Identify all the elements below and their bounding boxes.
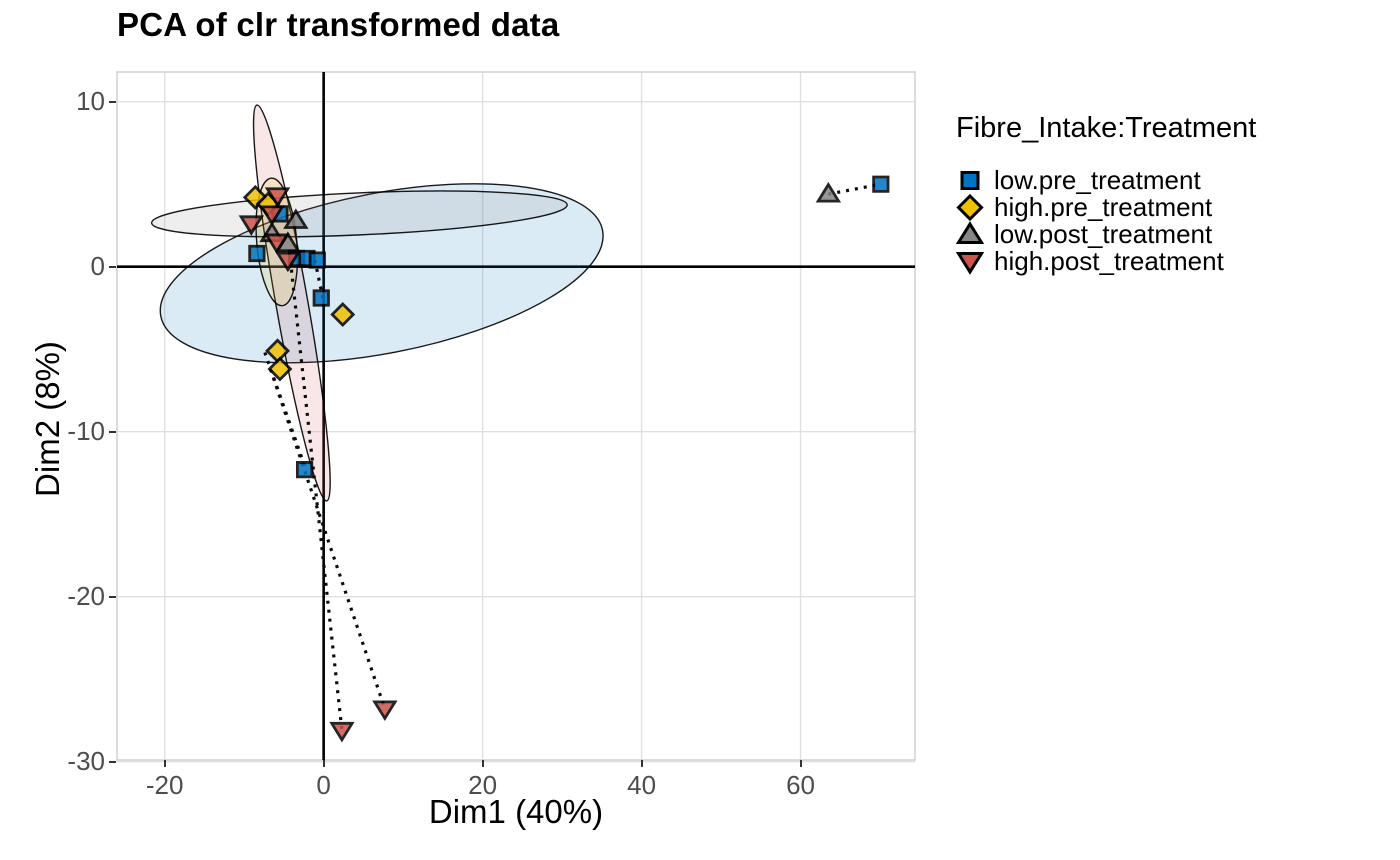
legend-item-low-pre: low.pre_treatment bbox=[956, 165, 1256, 195]
data-point-high.pre_treatment bbox=[330, 302, 356, 328]
x-tick-mark bbox=[640, 760, 643, 767]
data-point-high.post_treatment bbox=[329, 721, 355, 743]
connector-line bbox=[268, 368, 387, 710]
data-point-high.post_treatment bbox=[264, 187, 291, 208]
square-glyph bbox=[960, 171, 980, 190]
y-tick-label: 0 bbox=[90, 250, 105, 281]
data-point-low.pre_treatment bbox=[308, 251, 326, 269]
data-point-high.post_treatment bbox=[264, 233, 290, 255]
triangle-down-glyph bbox=[955, 252, 985, 275]
y-tick-label: -20 bbox=[67, 580, 105, 611]
legend-item-high-post: high.post_treatment bbox=[955, 246, 1256, 276]
legend-item-high-pre: high.pre_treatment bbox=[956, 192, 1256, 222]
panel-border bbox=[116, 71, 916, 761]
x-tick-mark bbox=[799, 760, 802, 767]
legend: Fibre_Intake:Treatment low.pre_treatment… bbox=[955, 112, 1257, 276]
triangle-up-marker-icon bbox=[955, 221, 990, 248]
x-axis-label: Dim1 (40%) bbox=[428, 793, 604, 830]
triangle-down-marker-icon bbox=[955, 248, 990, 275]
x-tick-mark bbox=[163, 760, 166, 767]
legend-item-label: high.post_treatment bbox=[994, 246, 1224, 276]
data-point-low.pre_treatment bbox=[312, 289, 330, 307]
legend-item-label: high.pre_treatment bbox=[994, 192, 1213, 222]
connector-line bbox=[313, 259, 325, 299]
legend-item-low-post: low.post_treatment bbox=[955, 219, 1256, 249]
data-point-high.post_treatment bbox=[275, 251, 301, 273]
data-point-high.post_treatment bbox=[372, 700, 398, 722]
data-point-low.pre_treatment bbox=[872, 175, 890, 193]
data-point-low.post_treatment bbox=[815, 181, 842, 203]
y-tick-label: 10 bbox=[76, 85, 105, 116]
legend-title: Fibre_Intake:Treatment bbox=[956, 112, 1257, 144]
panel-background bbox=[117, 72, 915, 760]
page-title: PCA of clr transformed data bbox=[117, 6, 560, 43]
x-tick-label: -20 bbox=[145, 770, 184, 800]
data-point-high.post_treatment bbox=[259, 205, 285, 227]
plot-panel bbox=[116, 71, 916, 763]
legend-item-label: low.pre_treatment bbox=[994, 165, 1201, 195]
triangle-up-glyph bbox=[955, 221, 985, 244]
y-tick-mark bbox=[109, 430, 116, 433]
plot-svg bbox=[116, 71, 916, 763]
square-marker-icon bbox=[956, 167, 990, 194]
x-tick-label: 0 bbox=[316, 770, 331, 800]
data-point-low.post_treatment bbox=[283, 208, 309, 229]
data-point-low.pre_treatment bbox=[295, 461, 314, 479]
data-point-low.pre_treatment bbox=[248, 244, 266, 263]
legend-item-label: low.post_treatment bbox=[994, 219, 1213, 249]
x-tick-label: 40 bbox=[627, 770, 657, 800]
data-point-high.pre_treatment bbox=[242, 184, 268, 210]
x-tick-mark bbox=[322, 760, 325, 767]
diamond-glyph bbox=[956, 193, 984, 222]
x-tick-mark bbox=[481, 760, 484, 767]
y-tick-label: -30 bbox=[67, 745, 105, 776]
x-tick-label: 20 bbox=[468, 770, 498, 800]
x-tick-label: 60 bbox=[786, 770, 815, 800]
y-tick-mark bbox=[109, 265, 116, 268]
y-tick-mark bbox=[109, 595, 116, 598]
y-tick-mark bbox=[109, 100, 116, 103]
y-tick-label: -10 bbox=[67, 415, 105, 446]
y-tick-mark bbox=[109, 760, 116, 763]
diamond-marker-icon bbox=[956, 193, 990, 222]
data-point-high.pre_treatment bbox=[267, 356, 293, 382]
data-point-high.post_treatment bbox=[238, 215, 265, 236]
